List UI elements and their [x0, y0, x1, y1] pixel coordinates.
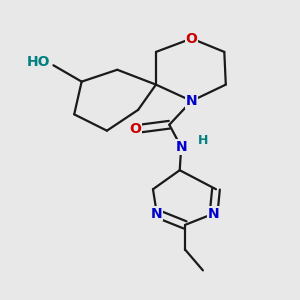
Text: N: N [208, 207, 219, 220]
Text: HO: HO [27, 55, 50, 69]
Text: N: N [186, 94, 197, 108]
Text: O: O [129, 122, 141, 136]
Text: N: N [151, 207, 163, 220]
Text: H: H [198, 134, 208, 147]
Text: O: O [186, 32, 197, 46]
Text: N: N [176, 140, 187, 154]
